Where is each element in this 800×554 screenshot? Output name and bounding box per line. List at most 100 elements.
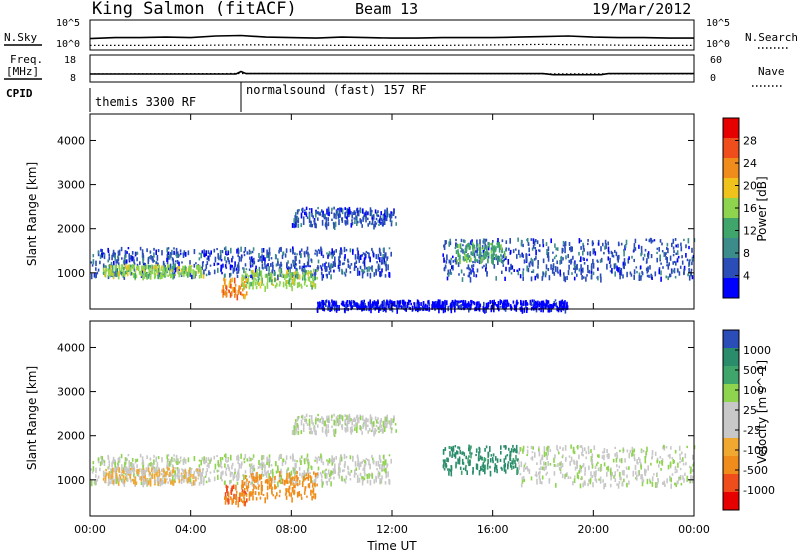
colorbar-swatch xyxy=(723,278,739,298)
power-cell xyxy=(297,274,299,280)
velocity-cell xyxy=(614,453,616,457)
power-cell xyxy=(224,278,227,282)
power-cell xyxy=(304,278,307,281)
power-cell xyxy=(680,242,682,247)
power-cell xyxy=(184,266,187,271)
power-cell xyxy=(473,252,476,258)
velocity-cell xyxy=(361,431,363,435)
velocity-cell xyxy=(512,448,515,453)
power-cell xyxy=(534,303,536,310)
velocity-cell xyxy=(237,456,240,462)
velocity-cell xyxy=(465,455,467,460)
velocity-cell xyxy=(692,454,694,460)
power-cell xyxy=(297,217,300,224)
power-cell xyxy=(476,259,478,262)
velocity-cell xyxy=(618,481,621,484)
power-cell xyxy=(149,265,151,269)
velocity-cell xyxy=(359,425,361,430)
power-cell xyxy=(316,269,318,273)
power-cell xyxy=(92,254,95,258)
velocity-cell xyxy=(111,478,113,484)
velocity-cell xyxy=(515,454,517,460)
velocity-cell xyxy=(151,467,153,472)
power-cell xyxy=(520,242,523,247)
power-cell xyxy=(157,249,160,253)
velocity-cell xyxy=(149,478,152,483)
power-cell xyxy=(580,271,582,276)
velocity-cell xyxy=(654,451,657,456)
velocity-cell xyxy=(338,414,341,420)
velocity-cell xyxy=(691,478,694,484)
power-cell xyxy=(354,254,357,260)
power-cell xyxy=(483,239,485,245)
velocity-cell xyxy=(380,429,382,432)
velocity-cell xyxy=(203,456,205,462)
power-cell xyxy=(650,254,653,259)
velocity-cell xyxy=(174,474,177,480)
power-cell xyxy=(622,262,625,269)
velocity-cell xyxy=(484,464,486,470)
velocity-cell xyxy=(444,463,447,467)
velocity-cell xyxy=(659,455,662,459)
velocity-cell xyxy=(261,466,263,469)
velocity-cell xyxy=(177,476,180,480)
power-cell xyxy=(325,273,328,277)
power-cell xyxy=(377,214,379,217)
power-cell xyxy=(640,245,643,251)
velocity-cell xyxy=(365,457,368,460)
power-cell xyxy=(614,271,616,277)
velocity-cell xyxy=(266,462,268,466)
power-cell xyxy=(250,270,253,274)
power-cell xyxy=(617,257,619,263)
velocity-cell xyxy=(104,475,107,479)
power-cell xyxy=(566,275,568,280)
velocity-cell xyxy=(248,475,251,478)
power-cell xyxy=(328,211,330,217)
power-cell xyxy=(348,209,351,214)
velocity-cell xyxy=(185,476,188,482)
velocity-cell xyxy=(137,468,140,475)
power-cell xyxy=(385,268,387,272)
velocity-cell xyxy=(252,495,254,501)
velocity-cell xyxy=(386,418,388,425)
velocity-cell xyxy=(450,470,453,477)
power-cell xyxy=(377,265,380,272)
power-cell xyxy=(475,274,478,278)
velocity-cell xyxy=(462,467,465,470)
power-cell xyxy=(583,262,586,265)
power-cell xyxy=(322,210,324,215)
velocity-cell xyxy=(260,486,263,492)
velocity-cell xyxy=(377,460,380,467)
power-cell xyxy=(195,271,197,277)
velocity-cell xyxy=(543,451,546,458)
power-cell xyxy=(356,302,358,308)
velocity-cell xyxy=(316,472,318,476)
power-cell xyxy=(107,268,110,275)
freq-tick-bottom: 8 xyxy=(70,73,76,84)
colorbar-swatch xyxy=(723,158,739,178)
power-cell xyxy=(303,281,306,286)
velocity-cell xyxy=(122,467,125,471)
power-cell xyxy=(533,300,535,306)
velocity-cell xyxy=(291,476,293,481)
velocity-cell xyxy=(243,497,246,502)
power-cell xyxy=(509,249,512,254)
velocity-cell xyxy=(114,459,116,464)
power-cell xyxy=(596,259,599,262)
velocity-cell xyxy=(532,446,534,450)
power-cell xyxy=(522,300,525,306)
velocity-cell xyxy=(322,470,324,474)
velocity-cell xyxy=(592,482,594,488)
power-cell xyxy=(367,223,369,227)
velocity-cell xyxy=(356,427,358,433)
power-cell xyxy=(671,242,673,248)
power-cell xyxy=(374,220,376,226)
ytick-label: 1000 xyxy=(57,474,85,487)
power-cell xyxy=(365,215,367,219)
velocity-cell xyxy=(285,495,288,500)
velocity-cell xyxy=(536,462,538,466)
power-cell xyxy=(258,277,260,280)
power-cell xyxy=(483,255,485,260)
velocity-cell xyxy=(372,457,374,460)
velocity-cell xyxy=(679,457,681,460)
